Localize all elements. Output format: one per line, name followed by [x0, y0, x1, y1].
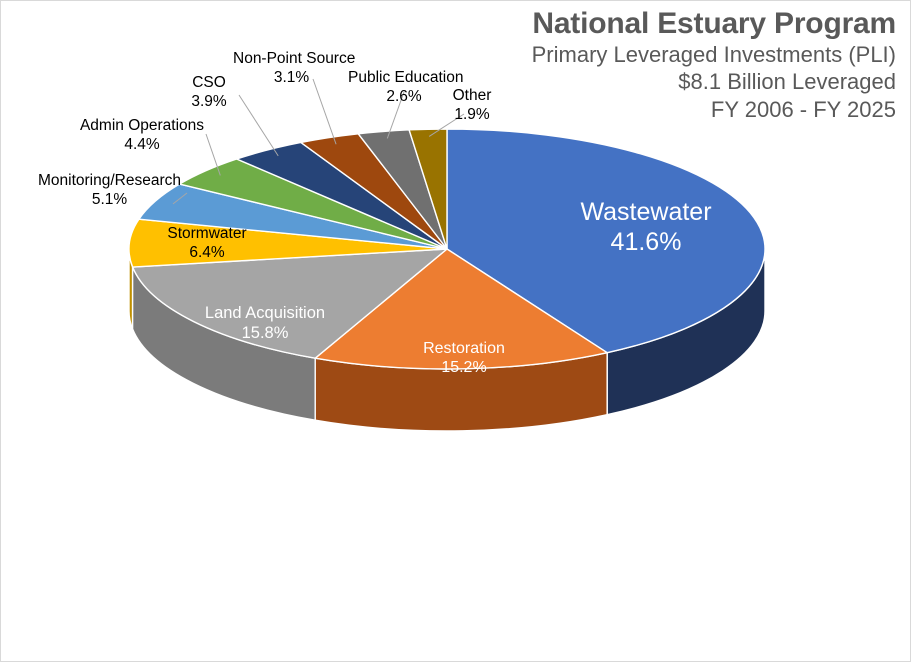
pie-slice-stormwater [128, 218, 448, 268]
callout-other-name: Other [452, 87, 492, 104]
callout-non-point-source-percent: 3.1% [273, 68, 310, 86]
leader-line-public-education [386, 91, 405, 139]
slice-label-land-acquisition: Land Acquisition 15.8% [175, 304, 355, 344]
slice-label-stormwater-name: Stormwater [167, 225, 247, 242]
pie-top-faces [128, 128, 766, 370]
slice-label-land-acquisition-name: Land Acquisition [204, 304, 326, 322]
callout-label-admin-operations: Admin Operations 4.4% [78, 117, 206, 155]
callout-label-public-education: Public Education 2.6% [348, 69, 464, 107]
pie-slice-restoration [314, 248, 608, 370]
leader-line-admin-operations [205, 133, 221, 176]
slice-label-land-acquisition-percent: 15.8% [241, 323, 289, 342]
callout-admin-operations-percent: 4.4% [124, 135, 160, 153]
chart-subtitle-3: FY 2006 - FY 2025 [710, 97, 896, 123]
slice-label-wastewater: Wastewater 41.6% [501, 197, 791, 257]
slice-label-wastewater-name: Wastewater [580, 198, 712, 226]
slice-label-restoration-percent: 15.2% [441, 359, 487, 377]
slice-label-restoration: Restoration 15.2% [374, 339, 554, 377]
callout-public-education-name: Public Education [348, 69, 464, 86]
callout-monitoring-research-percent: 5.1% [91, 190, 128, 208]
pie-leader-lines [172, 78, 465, 205]
callout-cso-name: CSO [192, 74, 226, 91]
leader-line-cso [238, 94, 279, 157]
callout-non-point-source-name: Non-Point Source [233, 50, 356, 67]
callout-label-non-point-source: Non-Point Source 3.1% [233, 50, 356, 88]
callout-monitoring-research-name: Monitoring/Research [37, 172, 181, 189]
callout-cso-percent: 3.9% [191, 92, 227, 110]
page-title: National Estuary Program [532, 7, 896, 40]
callout-public-education-percent: 2.6% [386, 87, 422, 105]
callout-label-cso: CSO 3.9% [179, 74, 239, 112]
leader-line-monitoring-research [172, 192, 188, 205]
leader-line-non-point-source [312, 78, 337, 145]
chart-subtitle-1: Primary Leveraged Investments (PLI) [531, 41, 896, 67]
slice-label-wastewater-percent: 41.6% [610, 228, 682, 256]
pie-slice-land-acquisition [131, 248, 448, 359]
slice-label-stormwater: Stormwater 6.4% [144, 225, 270, 262]
callout-label-monitoring-research: Monitoring/Research 5.1% [32, 172, 187, 210]
callout-other-percent: 1.9% [454, 105, 490, 123]
leader-line-other [428, 113, 465, 137]
slice-label-restoration-name: Restoration [423, 340, 505, 357]
pie-slice-wastewater [446, 128, 766, 354]
slice-label-stormwater-percent: 6.4% [189, 243, 225, 261]
pie-slice-other [408, 128, 448, 250]
title-block: National Estuary Program Primary Leverag… [356, 7, 897, 124]
callout-admin-operations-name: Admin Operations [79, 117, 205, 134]
chart-subtitle-2: $8.1 Billion Leveraged [678, 69, 896, 95]
callout-label-other: Other 1.9% [444, 87, 500, 125]
